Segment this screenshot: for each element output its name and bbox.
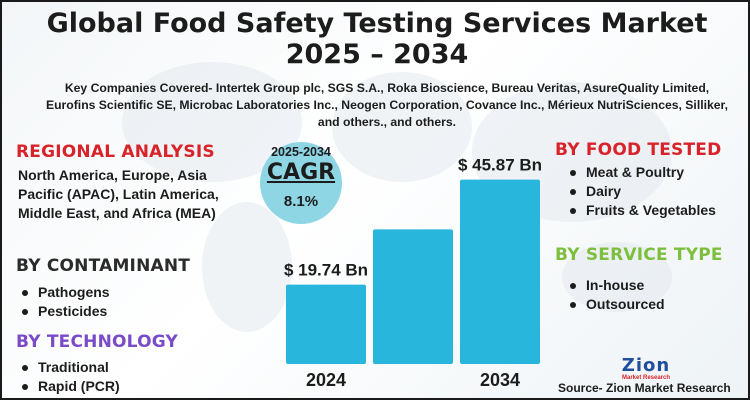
food-tested-heading: BY FOOD TESTED bbox=[555, 140, 722, 160]
logo-sub-text: Market Research bbox=[621, 375, 671, 381]
bar-data-label: $ 19.74 Bn bbox=[284, 261, 368, 280]
service-type-heading: BY SERVICE TYPE bbox=[555, 245, 723, 265]
bar-2034 bbox=[460, 179, 540, 364]
source-text: Source- Zion Market Research bbox=[558, 381, 731, 395]
list-item: Pathogens bbox=[18, 283, 110, 302]
world-map-shape bbox=[332, 72, 472, 182]
contaminant-heading: BY CONTAMINANT bbox=[16, 256, 191, 276]
list-item: Dairy bbox=[566, 182, 716, 201]
list-item: Fruits & Vegetables bbox=[566, 201, 716, 220]
list-item: Outsourced bbox=[566, 295, 665, 314]
cagr-label: CAGR bbox=[266, 160, 336, 185]
key-companies-text: Key Companies Covered- Intertek Group pl… bbox=[45, 81, 728, 129]
cagr-period: 2025-2034 bbox=[271, 145, 331, 159]
bar-2024 bbox=[286, 284, 366, 364]
list-item: Rapid (PCR) bbox=[18, 377, 120, 396]
x-tick-label: 2034 bbox=[480, 370, 520, 390]
regional-analysis-text: North America, Europe, Asia Pacific (APA… bbox=[18, 167, 219, 221]
title-line-2: 2025 – 2034 bbox=[285, 39, 469, 70]
logo-main-text: Zion bbox=[621, 355, 671, 376]
world-map-shape bbox=[562, 242, 672, 312]
list-item: Pesticides bbox=[18, 302, 110, 321]
cagr-circle bbox=[260, 142, 342, 224]
list-item: Traditional bbox=[18, 358, 120, 377]
page-title: Global Food Safety Testing Services Mark… bbox=[2, 8, 748, 70]
title-line-1: Global Food Safety Testing Services Mark… bbox=[46, 8, 708, 39]
x-tick-label: 2024 bbox=[306, 370, 346, 390]
zion-logo: Zion Market Research bbox=[608, 357, 684, 382]
food-tested-list: Meat & Poultry Dairy Fruits & Vegetables bbox=[566, 163, 716, 220]
list-item: In-house bbox=[566, 276, 665, 295]
world-map-shape bbox=[202, 202, 292, 332]
bar-middle bbox=[373, 229, 453, 364]
technology-heading: BY TECHNOLOGY bbox=[16, 332, 179, 352]
service-type-list: In-house Outsourced bbox=[566, 276, 665, 314]
bar-data-label: $ 45.87 Bn bbox=[458, 156, 542, 175]
list-item: Meat & Poultry bbox=[566, 163, 716, 182]
regional-analysis-heading: REGIONAL ANALYSIS bbox=[16, 142, 215, 162]
cagr-value: 8.1% bbox=[283, 193, 319, 210]
contaminant-list: Pathogens Pesticides bbox=[18, 283, 110, 321]
technology-list: Traditional Rapid (PCR) bbox=[18, 358, 120, 396]
